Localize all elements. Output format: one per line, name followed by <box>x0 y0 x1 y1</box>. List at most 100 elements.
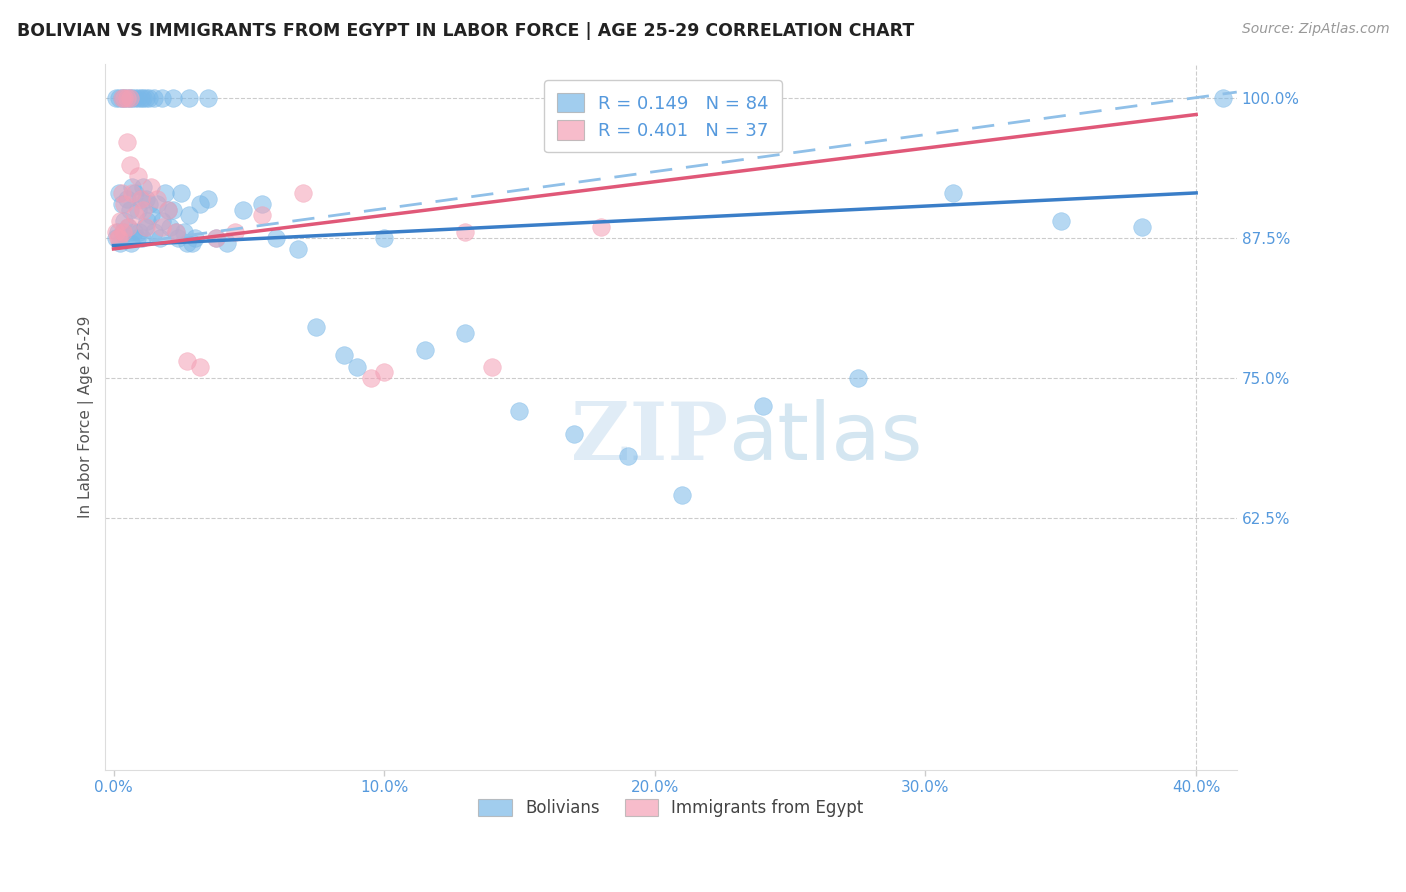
Point <box>112 91 135 105</box>
Point <box>291 186 314 200</box>
Point <box>413 343 436 357</box>
Point <box>846 371 869 385</box>
Point <box>183 231 205 245</box>
Point <box>128 225 150 239</box>
Point <box>346 359 368 374</box>
Legend: Bolivians, Immigrants from Egypt: Bolivians, Immigrants from Egypt <box>470 790 872 825</box>
Point <box>111 91 134 105</box>
Text: atlas: atlas <box>728 400 922 477</box>
Point <box>135 91 157 105</box>
Point <box>170 186 193 200</box>
Point <box>127 91 149 105</box>
Point <box>124 208 146 222</box>
Point <box>129 91 152 105</box>
Point <box>131 231 153 245</box>
Y-axis label: In Labor Force | Age 25-29: In Labor Force | Age 25-29 <box>79 316 94 518</box>
Point <box>125 231 148 245</box>
Point <box>332 348 354 362</box>
Point <box>232 202 254 217</box>
Point <box>112 197 135 211</box>
Point <box>143 91 166 105</box>
Point <box>124 91 146 105</box>
Point <box>146 192 169 206</box>
Point <box>121 180 143 194</box>
Point <box>252 197 274 211</box>
Point <box>373 365 395 379</box>
Point <box>110 214 132 228</box>
Point <box>132 91 155 105</box>
Point <box>150 91 173 105</box>
Point <box>110 236 132 251</box>
Point <box>150 219 173 234</box>
Point <box>115 91 138 105</box>
Point <box>165 225 187 239</box>
Point <box>135 192 157 206</box>
Point <box>224 225 246 239</box>
Point <box>165 225 187 239</box>
Text: Source: ZipAtlas.com: Source: ZipAtlas.com <box>1241 22 1389 37</box>
Point <box>138 197 160 211</box>
Point <box>111 91 134 105</box>
Point <box>287 242 309 256</box>
Point <box>114 231 136 245</box>
Point <box>136 214 159 228</box>
Point <box>150 214 173 228</box>
Point <box>162 202 184 217</box>
Point <box>562 426 585 441</box>
Point <box>118 91 141 105</box>
Point <box>752 399 775 413</box>
Point <box>138 91 160 105</box>
Point <box>112 91 135 105</box>
Point <box>176 354 198 368</box>
Point <box>205 231 228 245</box>
Point <box>264 231 287 245</box>
Point <box>108 91 131 105</box>
Point <box>508 404 530 418</box>
Point <box>105 231 128 245</box>
Point <box>120 236 142 251</box>
Point <box>121 91 143 105</box>
Point <box>122 225 145 239</box>
Point <box>127 202 149 217</box>
Point <box>941 186 963 200</box>
Point <box>252 208 274 222</box>
Point <box>153 186 176 200</box>
Point <box>105 225 128 239</box>
Point <box>129 192 152 206</box>
Point <box>156 202 179 217</box>
Point <box>589 219 612 234</box>
Text: ZIP: ZIP <box>571 400 728 477</box>
Point <box>115 91 138 105</box>
Point <box>156 202 179 217</box>
Point <box>129 192 152 206</box>
Point <box>159 219 181 234</box>
Point <box>115 136 138 150</box>
Point <box>188 359 211 374</box>
Point <box>108 231 131 245</box>
Point <box>111 186 134 200</box>
Point <box>115 192 138 206</box>
Point <box>481 359 503 374</box>
Point <box>111 225 134 239</box>
Point <box>118 91 141 105</box>
Point <box>176 236 198 251</box>
Point <box>135 219 157 234</box>
Point <box>179 91 201 105</box>
Point <box>111 225 134 239</box>
Point <box>143 225 166 239</box>
Point <box>181 236 204 251</box>
Point <box>146 197 169 211</box>
Point <box>305 320 328 334</box>
Point <box>167 231 190 245</box>
Point <box>132 180 155 194</box>
Point <box>118 158 141 172</box>
Point <box>121 186 143 200</box>
Point <box>173 225 195 239</box>
Point <box>111 197 134 211</box>
Point <box>197 91 219 105</box>
Point <box>373 231 395 245</box>
Point <box>118 202 141 217</box>
Point <box>360 371 382 385</box>
Point <box>107 231 129 245</box>
Point <box>162 91 184 105</box>
